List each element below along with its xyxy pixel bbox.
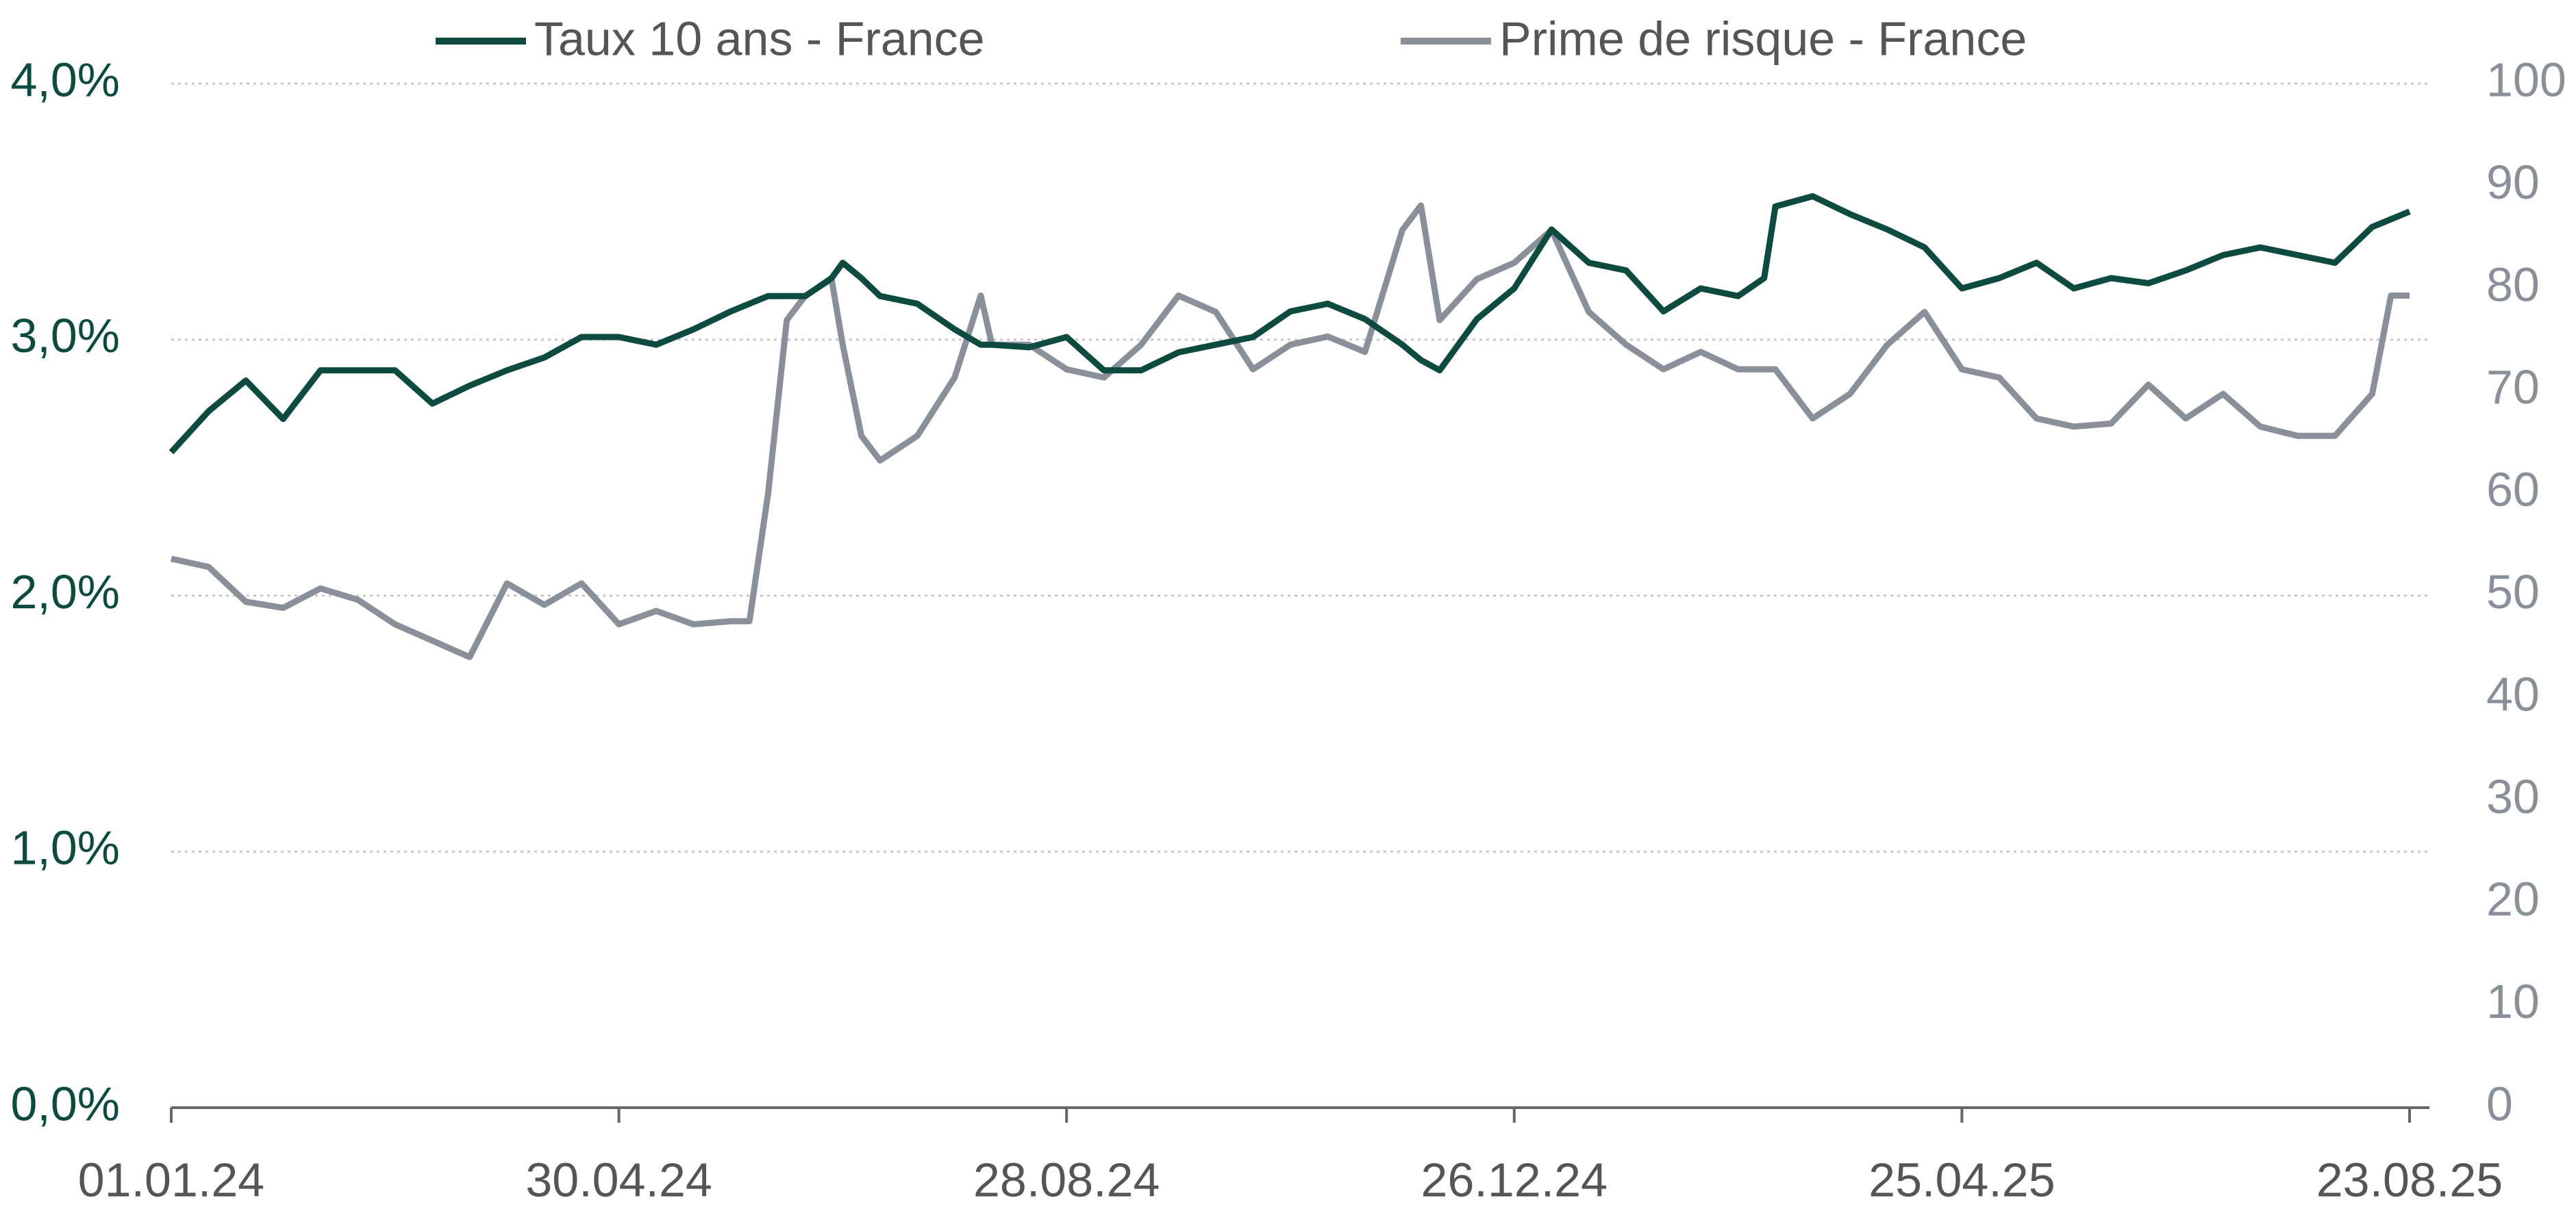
y-tick-label: 3,0% xyxy=(10,309,120,362)
y2-tick-label: 20 xyxy=(2486,872,2540,925)
x-tick-label: 01.01.24 xyxy=(78,1153,264,1206)
x-tick-label: 28.08.24 xyxy=(973,1153,1160,1206)
y2-tick-label: 50 xyxy=(2486,565,2540,619)
x-tick-label: 23.08.25 xyxy=(2316,1153,2503,1206)
y2-tick-label: 10 xyxy=(2486,975,2540,1028)
y2-tick-label: 100 xyxy=(2486,53,2566,106)
y2-tick-label: 30 xyxy=(2486,770,2540,823)
y-tick-label: 4,0% xyxy=(10,53,120,106)
y2-tick-label: 80 xyxy=(2486,258,2540,311)
legend-label: Taux 10 ans - France xyxy=(534,12,985,65)
y-tick-label: 2,0% xyxy=(10,565,120,619)
x-tick-label: 26.12.24 xyxy=(1421,1153,1608,1206)
y2-tick-label: 0 xyxy=(2486,1077,2513,1130)
y2-tick-label: 60 xyxy=(2486,462,2540,516)
y2-tick-label: 90 xyxy=(2486,155,2540,209)
x-tick-label: 30.04.24 xyxy=(525,1153,712,1206)
y-tick-label: 1,0% xyxy=(10,821,120,875)
x-tick-label: 25.04.25 xyxy=(1868,1153,2055,1206)
y2-tick-label: 40 xyxy=(2486,667,2540,721)
legend-label: Prime de risque - France xyxy=(1499,12,2027,65)
series-line xyxy=(171,202,2410,660)
y-tick-label: 0,0% xyxy=(10,1077,120,1130)
y2-tick-label: 70 xyxy=(2486,360,2540,414)
series-line xyxy=(168,193,2411,455)
